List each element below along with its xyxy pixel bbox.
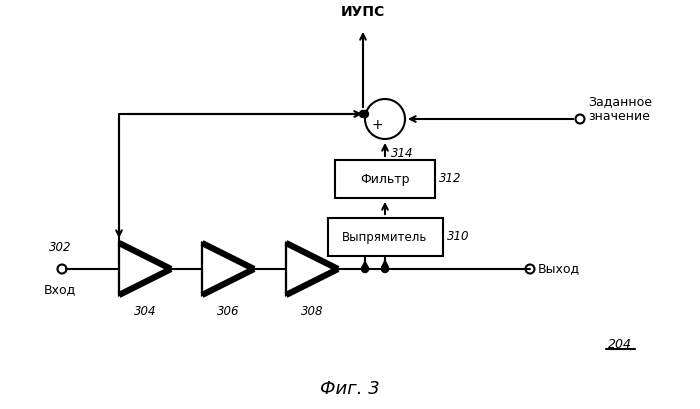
Text: +: + — [371, 118, 383, 132]
Text: 314: 314 — [391, 147, 414, 160]
Bar — [328, 218, 442, 256]
Circle shape — [361, 110, 368, 117]
Text: Выпрямитель: Выпрямитель — [342, 231, 428, 243]
Circle shape — [365, 99, 405, 139]
Polygon shape — [202, 243, 254, 295]
Text: Заданное
значение: Заданное значение — [588, 95, 652, 123]
Polygon shape — [286, 243, 338, 295]
Text: 304: 304 — [134, 305, 156, 318]
Text: 306: 306 — [217, 305, 239, 318]
Text: Фильтр: Фильтр — [360, 173, 409, 186]
Text: 204: 204 — [608, 337, 632, 351]
Text: Выход: Выход — [538, 263, 580, 276]
Circle shape — [382, 265, 388, 272]
Text: 312: 312 — [439, 173, 461, 186]
Text: 302: 302 — [49, 241, 71, 254]
Circle shape — [361, 265, 368, 272]
Circle shape — [360, 110, 367, 117]
Text: Фиг. 3: Фиг. 3 — [320, 380, 380, 398]
Bar — [335, 160, 435, 198]
Polygon shape — [119, 243, 171, 295]
Text: 308: 308 — [301, 305, 323, 318]
Text: Вход: Вход — [44, 283, 76, 296]
Text: ИУПС: ИУПС — [341, 5, 385, 19]
Text: 310: 310 — [447, 231, 469, 243]
